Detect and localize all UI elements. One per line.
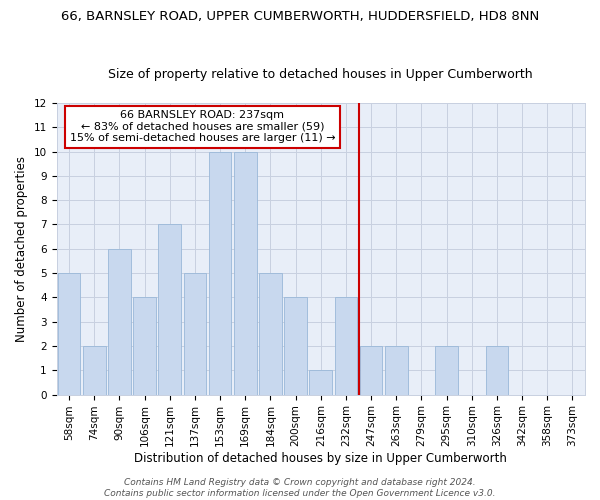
Text: Contains HM Land Registry data © Crown copyright and database right 2024.
Contai: Contains HM Land Registry data © Crown c…	[104, 478, 496, 498]
Text: 66, BARNSLEY ROAD, UPPER CUMBERWORTH, HUDDERSFIELD, HD8 8NN: 66, BARNSLEY ROAD, UPPER CUMBERWORTH, HU…	[61, 10, 539, 23]
Bar	[385, 346, 407, 395]
Bar	[209, 152, 232, 394]
Bar	[360, 346, 382, 395]
Bar	[335, 298, 357, 394]
Bar	[58, 273, 80, 394]
Bar	[133, 298, 156, 394]
Bar	[184, 273, 206, 394]
Bar	[284, 298, 307, 394]
Bar	[234, 152, 257, 394]
X-axis label: Distribution of detached houses by size in Upper Cumberworth: Distribution of detached houses by size …	[134, 452, 507, 465]
Y-axis label: Number of detached properties: Number of detached properties	[15, 156, 28, 342]
Text: 66 BARNSLEY ROAD: 237sqm
← 83% of detached houses are smaller (59)
15% of semi-d: 66 BARNSLEY ROAD: 237sqm ← 83% of detach…	[70, 110, 335, 144]
Bar	[485, 346, 508, 395]
Title: Size of property relative to detached houses in Upper Cumberworth: Size of property relative to detached ho…	[109, 68, 533, 81]
Bar	[310, 370, 332, 394]
Bar	[158, 224, 181, 394]
Bar	[83, 346, 106, 395]
Bar	[259, 273, 282, 394]
Bar	[435, 346, 458, 395]
Bar	[108, 249, 131, 394]
